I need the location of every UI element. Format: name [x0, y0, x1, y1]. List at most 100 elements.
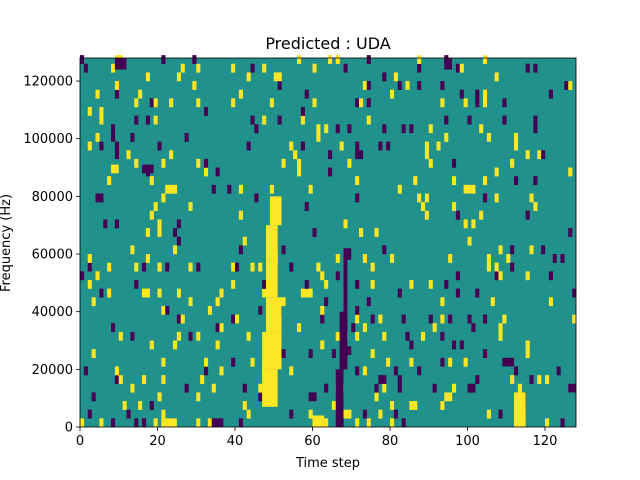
heatmap-cell [149, 210, 154, 220]
heatmap-cell [525, 150, 530, 160]
x-tick-label: 0 [76, 434, 84, 449]
heatmap-cell [483, 89, 488, 99]
heatmap-cell [537, 375, 542, 384]
heatmap-cell [463, 98, 468, 108]
heatmap-cell [455, 210, 460, 220]
heatmap-cell [320, 305, 325, 315]
heatmap-cell [444, 132, 449, 142]
heatmap-cell [428, 279, 433, 289]
heatmap-cell [428, 124, 433, 134]
heatmap-cell [486, 262, 491, 272]
heatmap-cell [568, 228, 573, 237]
heatmap-cell [502, 314, 507, 324]
heatmap-cell [440, 357, 445, 367]
heatmap-cell [475, 375, 480, 384]
heatmap-cell [548, 271, 553, 281]
heatmap-cell [424, 141, 429, 151]
heatmap-cell [300, 115, 305, 125]
heatmap-cell [316, 124, 321, 134]
heatmap-cell [130, 132, 135, 142]
heatmap-cell [374, 383, 379, 393]
heatmap-cell [548, 89, 553, 99]
heatmap-cell [533, 176, 538, 186]
heatmap-cell [432, 383, 437, 393]
heatmap-cell [572, 314, 577, 324]
heatmap-cell [401, 418, 406, 428]
heatmap-cell [355, 418, 360, 428]
heatmap-cell [130, 383, 135, 393]
heatmap-cell [312, 63, 317, 73]
heatmap-cell [444, 58, 452, 70]
heatmap-cell [328, 167, 333, 177]
heatmap-cell [382, 245, 387, 255]
heatmap-cell [525, 349, 530, 359]
heatmap-cell [444, 392, 449, 402]
heatmap-cell [297, 158, 302, 168]
heatmap-cell [196, 262, 201, 272]
heatmap-cell [153, 418, 158, 428]
heatmap-cell [452, 176, 457, 186]
heatmap-cell [494, 167, 499, 177]
heatmap-cell [304, 202, 309, 211]
heatmap-cell [529, 375, 534, 384]
heatmap-cell [196, 331, 201, 341]
heatmap-cell [165, 305, 170, 315]
heatmap-cell [145, 115, 150, 125]
heatmap-cell [529, 245, 534, 255]
heatmap-cell [370, 314, 375, 324]
heatmap-cell [250, 115, 255, 125]
heatmap-cell [83, 63, 88, 73]
x-tick-label: 40 [227, 434, 244, 449]
heatmap-cell [300, 141, 305, 151]
heatmap-cell [219, 323, 224, 333]
heatmap-cell [316, 132, 321, 142]
heatmap-cell [510, 262, 515, 272]
heatmap-cell [467, 115, 472, 125]
heatmap-cell [545, 418, 550, 428]
heatmap-cell [312, 392, 317, 402]
heatmap-cell [169, 184, 174, 194]
heatmap-cell [277, 72, 282, 82]
heatmap-cell [269, 196, 282, 226]
heatmap-cell [266, 259, 278, 298]
heatmap-cell [111, 132, 116, 142]
heatmap-cell [448, 314, 453, 324]
heatmap-cell [393, 409, 398, 419]
heatmap-cell [308, 184, 313, 194]
heatmap-cell [397, 383, 402, 393]
heatmap-cell [188, 331, 193, 341]
heatmap-cell [502, 357, 514, 367]
heatmap-cell [413, 401, 418, 410]
heatmap-cell [475, 89, 480, 99]
heatmap-cell [510, 158, 515, 168]
heatmap-cell [138, 89, 143, 99]
heatmap-cell [196, 98, 201, 108]
heatmap-cell [130, 331, 135, 341]
y-tick-label: 40000 [32, 305, 73, 320]
heatmap-cell [87, 107, 92, 116]
heatmap-cell [455, 63, 460, 73]
heatmap-cell [281, 297, 286, 307]
heatmap-cell [417, 193, 422, 203]
heatmap-cell [134, 262, 139, 272]
heatmap-cell [258, 383, 263, 393]
heatmap-cell [99, 115, 104, 125]
heatmap-cell [297, 167, 302, 177]
heatmap-cell [525, 340, 530, 350]
heatmap-cell [238, 418, 243, 428]
heatmap-cell [494, 72, 499, 82]
y-axis-label: Frequency (Hz) [0, 194, 14, 292]
heatmap-cell [331, 401, 336, 410]
heatmap-cell [483, 193, 488, 203]
heatmap-cell [107, 288, 112, 298]
heatmap-cell [157, 288, 162, 298]
heatmap-cell [114, 58, 127, 70]
heatmap-cell [359, 228, 364, 237]
heatmap-cell [196, 418, 201, 428]
heatmap-cell [153, 115, 158, 125]
heatmap-cell [173, 245, 178, 255]
heatmap-cell [335, 254, 340, 263]
heatmap-cell [242, 236, 247, 246]
heatmap-cell [417, 366, 422, 376]
heatmap-cell [111, 418, 116, 428]
